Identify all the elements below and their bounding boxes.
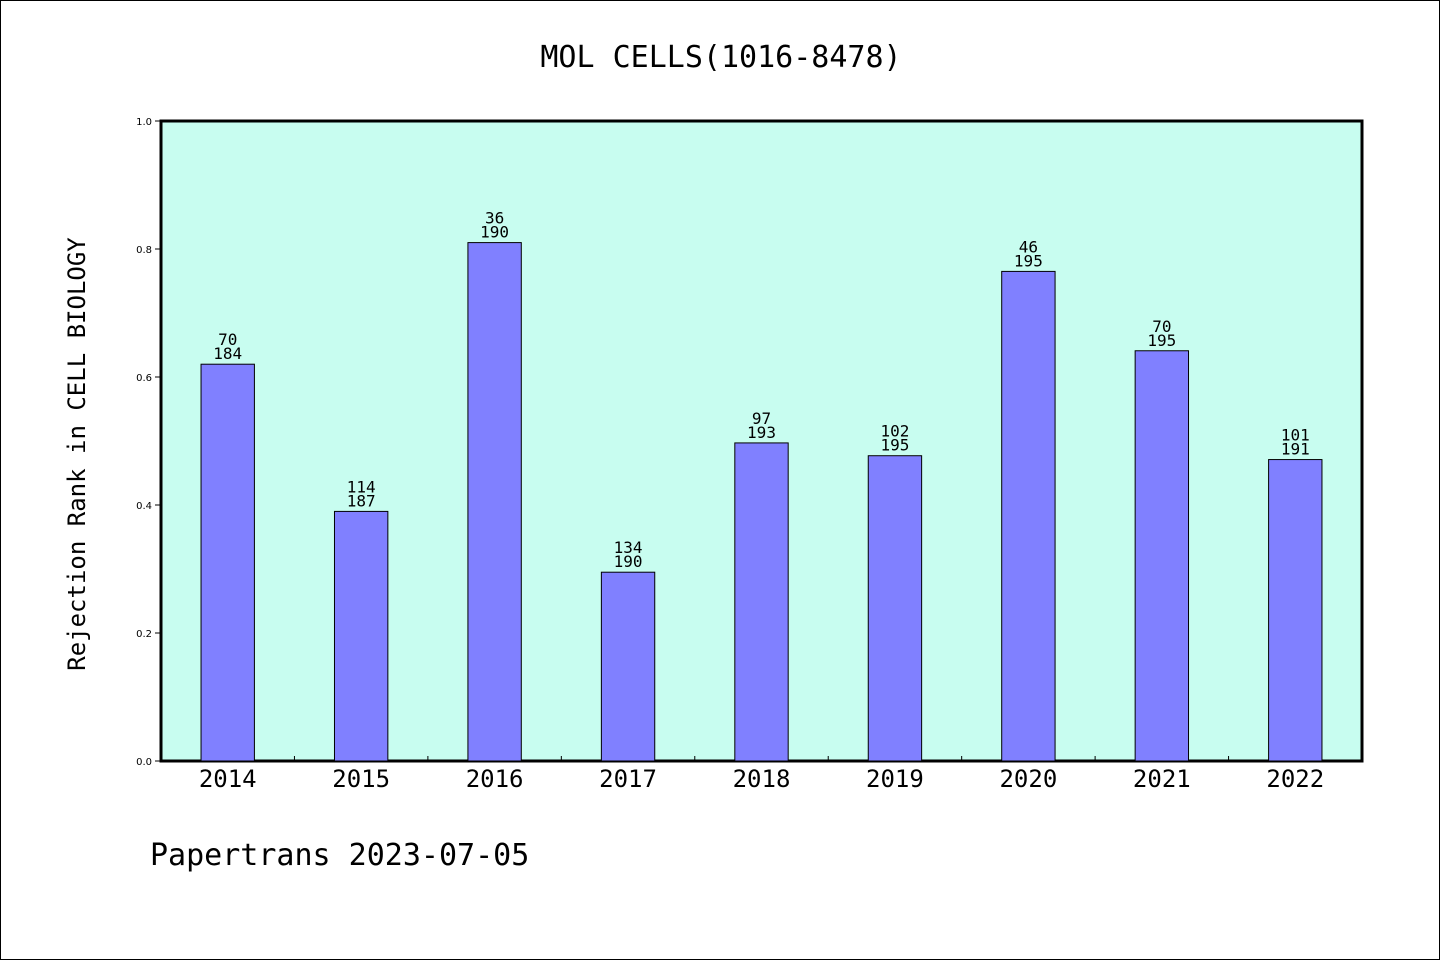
x-tick-label: 2017 bbox=[599, 765, 657, 793]
bar-2020 bbox=[1001, 270, 1056, 762]
data-label-bottom: 191 bbox=[1281, 440, 1310, 459]
data-label-bottom: 190 bbox=[614, 552, 643, 571]
data-label-bottom: 195 bbox=[1147, 331, 1176, 350]
footer-text: Papertrans 2023-07-05 bbox=[150, 838, 529, 873]
y-tick-label: 1.0 bbox=[136, 117, 152, 128]
y-tick-label: 0.6 bbox=[136, 373, 152, 384]
x-tick-label: 2022 bbox=[1266, 765, 1324, 793]
bar-2014 bbox=[200, 363, 255, 762]
data-label-bottom: 187 bbox=[347, 491, 376, 510]
data-label-top: 134 bbox=[614, 538, 643, 557]
data-label-top: 97 bbox=[752, 409, 771, 428]
bar-2019 bbox=[867, 455, 923, 762]
bar-2016 bbox=[467, 242, 522, 762]
data-label-top: 102 bbox=[880, 422, 909, 441]
x-tick-label: 2021 bbox=[1133, 765, 1191, 793]
x-tick-label: 2016 bbox=[466, 765, 524, 793]
x-tick-label: 2019 bbox=[866, 765, 924, 793]
data-label-bottom: 195 bbox=[880, 436, 909, 455]
x-tick-label: 2020 bbox=[999, 765, 1057, 793]
y-tick-label: 0.8 bbox=[136, 245, 152, 256]
x-tick-label: 2018 bbox=[733, 765, 791, 793]
bar-2022 bbox=[1268, 459, 1323, 762]
bar-2015 bbox=[333, 510, 389, 762]
y-axis-label: Rejection Rank in CELL BIOLOGY bbox=[63, 237, 91, 671]
x-tick-label: 2014 bbox=[199, 765, 257, 793]
data-label-bottom: 190 bbox=[480, 223, 509, 242]
data-label-top: 36 bbox=[485, 209, 504, 228]
data-label-top: 70 bbox=[1152, 317, 1171, 336]
data-label-bottom: 184 bbox=[213, 344, 242, 363]
bar-2017 bbox=[600, 571, 656, 762]
chart-title: MOL CELLS(1016-8478) bbox=[540, 40, 901, 75]
data-label-bottom: 195 bbox=[1014, 251, 1043, 270]
x-tick-label: 2015 bbox=[332, 765, 390, 793]
bar-2021 bbox=[1134, 350, 1190, 762]
data-label-top: 70 bbox=[218, 330, 237, 349]
data-label-top: 101 bbox=[1281, 426, 1310, 445]
data-label-top: 46 bbox=[1019, 237, 1038, 256]
bar-2018 bbox=[734, 442, 789, 762]
y-tick-label: 0.0 bbox=[136, 757, 152, 768]
y-tick-label: 0.2 bbox=[136, 629, 152, 640]
data-label-bottom: 193 bbox=[747, 423, 776, 442]
data-label-top: 114 bbox=[347, 477, 376, 496]
y-tick-label: 0.4 bbox=[136, 501, 152, 512]
